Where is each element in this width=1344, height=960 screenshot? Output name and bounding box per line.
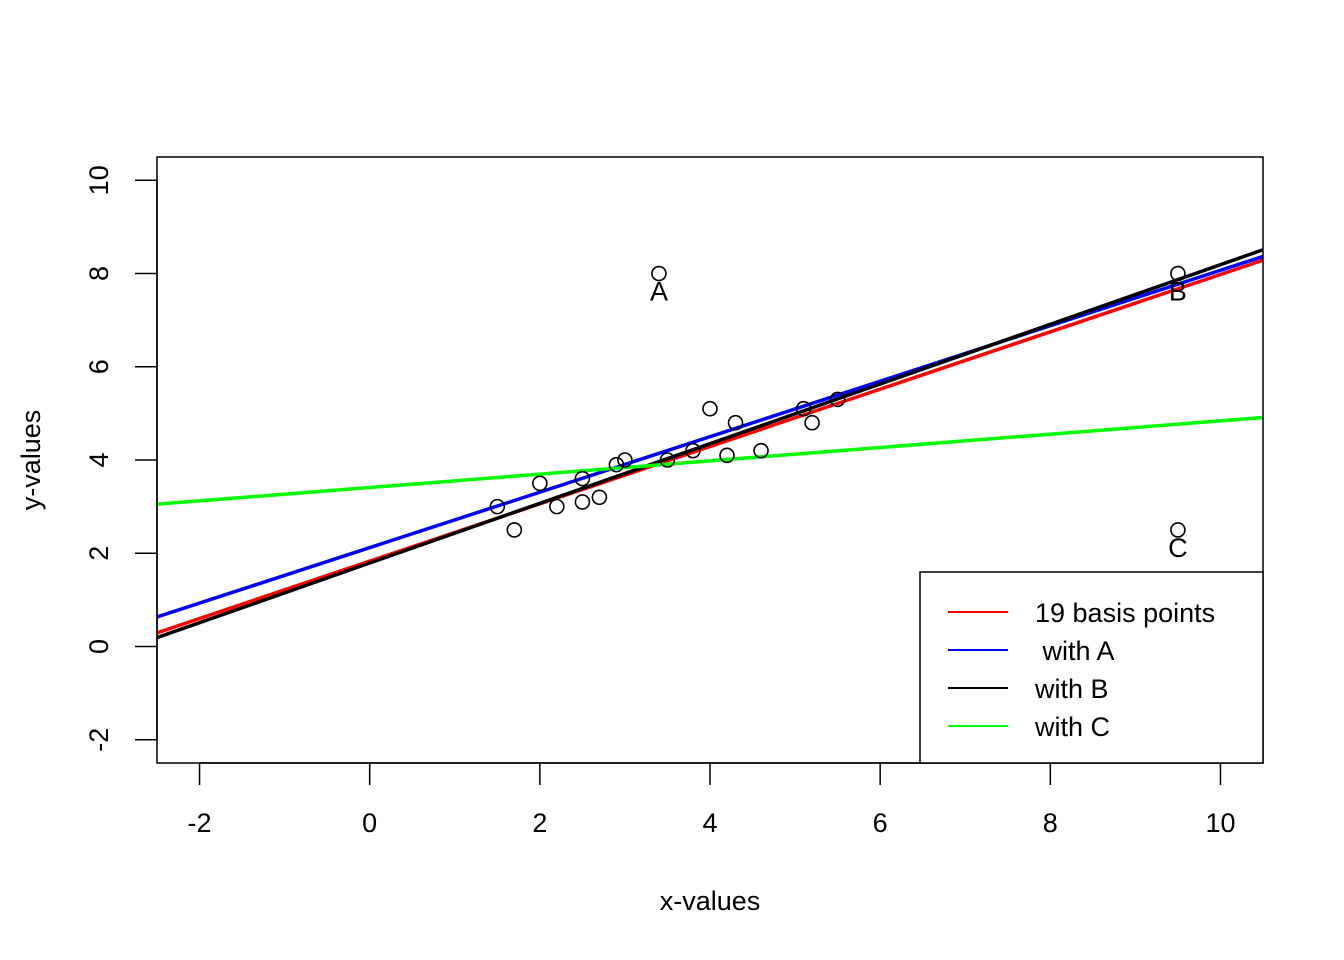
y-axis-title: y-values (16, 410, 46, 511)
data-point (608, 456, 625, 473)
point-label-b: B (1169, 277, 1187, 307)
data-points (489, 265, 1186, 538)
data-point (719, 447, 735, 464)
data-point (685, 442, 701, 459)
outlier-point-c (1170, 522, 1186, 538)
y-tick-label: 10 (84, 165, 114, 195)
point-label-c: C (1168, 533, 1188, 563)
data-point (506, 522, 523, 538)
x-tick-label: 2 (532, 808, 547, 838)
y-tick-label: -2 (84, 728, 114, 752)
y-tick-label: 8 (84, 266, 114, 281)
x-axis-title: x-values (660, 886, 761, 916)
x-tick-label: 0 (362, 808, 377, 838)
data-point (727, 414, 744, 431)
data-point (489, 498, 506, 515)
y-tick-label: 6 (84, 359, 114, 374)
outlier-point-a (651, 265, 667, 282)
data-point (659, 452, 676, 468)
data-point (532, 475, 548, 492)
data-point (702, 400, 718, 417)
data-point (591, 489, 608, 506)
data-point (549, 498, 565, 515)
legend-label: with C (1034, 712, 1110, 742)
x-tick-label: 8 (1043, 808, 1058, 838)
point-labels: A B C (650, 277, 1188, 563)
regression-line-4 (157, 415, 1263, 506)
legend-box (919, 571, 1264, 764)
legend-label: with B (1034, 674, 1109, 704)
regression-line-1 (157, 258, 1263, 635)
regression-lines (157, 248, 1263, 640)
legend-label: 19 basis points (1035, 598, 1215, 628)
y-tick-label: 0 (84, 639, 114, 654)
y-tick-label: 4 (84, 452, 114, 467)
legend-label: with A (1035, 636, 1115, 666)
data-point (829, 391, 846, 408)
data-point (753, 442, 769, 459)
x-tick-label: 10 (1205, 808, 1235, 838)
outlier-point-b (1170, 265, 1186, 282)
regression-line-2 (157, 254, 1263, 619)
data-point (574, 494, 591, 510)
regression-line-3 (157, 248, 1263, 640)
data-point (795, 400, 812, 417)
x-tick-label: 4 (702, 808, 717, 838)
data-point (574, 470, 591, 487)
x-axis: -2 0 2 4 6 8 10 (188, 762, 1235, 838)
point-label-a: A (650, 277, 668, 307)
y-tick-label: 2 (84, 546, 114, 561)
x-tick-label: 6 (873, 808, 888, 838)
x-tick-label: -2 (188, 808, 212, 838)
legend: 19 basis points with A with B with C (919, 571, 1264, 764)
data-point (804, 414, 820, 431)
y-axis: -2 0 2 4 6 8 10 (84, 165, 158, 752)
data-point (617, 452, 633, 468)
